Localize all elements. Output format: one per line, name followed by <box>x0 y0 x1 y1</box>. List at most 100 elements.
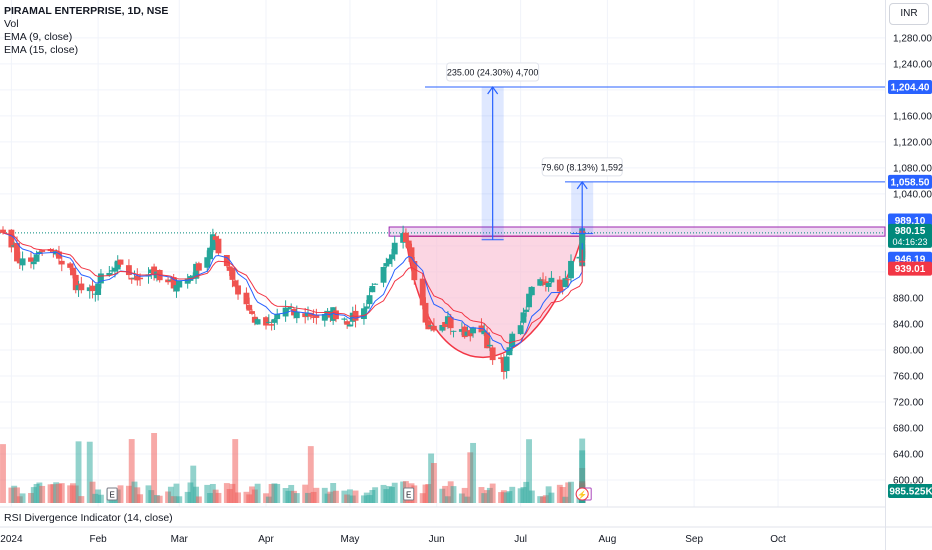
candle-body <box>14 242 20 262</box>
candle-body <box>388 254 395 260</box>
candle-body <box>405 240 412 249</box>
price-tag-1058: 1,058.50 <box>891 177 930 188</box>
y-tick-label: 680.00 <box>893 423 924 434</box>
volume-bar <box>176 496 183 503</box>
volume-tag: 985.525K <box>889 487 932 498</box>
candle-body <box>265 321 272 323</box>
volume-bar <box>19 493 26 503</box>
candle-body <box>58 260 65 265</box>
volume-bar <box>372 487 379 503</box>
candle-body <box>223 254 230 267</box>
y-tick-label: 1,240.00 <box>893 59 932 70</box>
candle-body <box>8 229 15 248</box>
candle-body <box>97 273 104 284</box>
candle-body <box>523 309 530 312</box>
candle-body <box>450 330 457 332</box>
volume-bar <box>193 486 200 503</box>
candle-body <box>254 319 261 325</box>
y-tick-label: 800.00 <box>893 345 924 356</box>
volume-bar <box>215 492 222 503</box>
zone-rect <box>388 226 886 237</box>
y-tick-label: 1,040.00 <box>893 189 932 200</box>
candle-body <box>67 263 74 268</box>
candle-body <box>176 280 183 288</box>
y-tick-label: 1,080.00 <box>893 163 932 174</box>
volume-bar <box>128 439 135 503</box>
candle-body <box>313 314 320 318</box>
candle-body <box>89 285 96 292</box>
volume-bar <box>352 490 359 503</box>
volume-bar <box>254 483 261 503</box>
candle-body <box>484 332 490 349</box>
ema-lines <box>2 232 583 352</box>
legend-vol[interactable]: Vol <box>4 18 19 30</box>
candle-body <box>383 263 390 267</box>
volume-bar <box>0 444 6 503</box>
volume-bar <box>97 494 104 503</box>
candle-body <box>95 283 102 295</box>
candle-body <box>232 280 239 287</box>
volume-bar <box>89 481 96 503</box>
price-measurements[interactable]: 235.00 (24.30%) 4,700 79.60 (8.13%) 1,592 <box>425 62 885 241</box>
time-tick-label: 2024 <box>0 534 23 545</box>
currency-selector[interactable]: INR <box>889 3 929 25</box>
candle-body <box>271 319 278 323</box>
y-tick-label: 720.00 <box>893 397 924 408</box>
earnings-marker <box>106 487 118 501</box>
price-axis[interactable]: 600.00 640.00 680.00 720.00 760.00 800.00 840.… <box>888 33 932 498</box>
volume-bar <box>151 433 158 503</box>
volume-bar <box>58 483 65 503</box>
candle-body <box>30 261 37 265</box>
volume-bar <box>470 442 477 503</box>
candle-body <box>19 258 26 266</box>
volume-bar <box>450 486 457 503</box>
candle-body <box>246 304 253 311</box>
candle-body <box>537 279 544 286</box>
event-markers[interactable]: EEDE⚡ <box>106 487 592 501</box>
time-tick-label: May <box>341 534 360 545</box>
candle-body <box>411 261 418 281</box>
last-price-tag-bg <box>888 223 932 248</box>
candle-body <box>170 277 177 289</box>
volume-bar <box>167 486 174 503</box>
cup-shape <box>405 235 584 358</box>
volume-bar <box>156 495 163 503</box>
candle-body <box>369 286 376 293</box>
volume-bar <box>173 483 180 503</box>
volume-bar <box>313 487 320 503</box>
event-marker-label: E <box>109 491 114 500</box>
cup-and-handle-drawing[interactable] <box>405 235 584 358</box>
rsi-indicator-label[interactable]: RSI Divergence Indicator (14, close) <box>4 512 173 524</box>
volume-bar <box>235 492 241 503</box>
legend-ema15[interactable]: EMA (15, close) <box>4 44 79 56</box>
time-tick-label: Feb <box>90 534 108 545</box>
y-tick-label: 1,160.00 <box>893 111 932 122</box>
volume-bar <box>232 439 239 503</box>
ema15-line <box>2 232 583 344</box>
candle-body <box>442 322 449 328</box>
candle-body <box>419 278 426 306</box>
time-tick-label: Oct <box>770 534 786 545</box>
candle-body <box>526 293 532 308</box>
last-price-tag: 980.15 <box>895 226 926 237</box>
candle-body <box>366 295 373 305</box>
candle-body <box>425 320 432 330</box>
candle-body <box>402 232 409 243</box>
volume-bars <box>0 433 586 503</box>
candle-body <box>347 324 353 327</box>
resistance-zone[interactable] <box>0 226 886 237</box>
time-tick-label: Jul <box>514 534 527 545</box>
candle-body <box>344 321 351 325</box>
volume-bar <box>117 485 124 503</box>
legend-ema9[interactable]: EMA (9, close) <box>4 31 73 43</box>
candle-body <box>439 325 446 331</box>
candle-body <box>268 324 275 326</box>
y-tick-label: 880.00 <box>893 293 924 304</box>
symbol-title[interactable]: PIRAMAL ENTERPRISE, 1D, NSE <box>4 5 169 17</box>
volume-bar <box>190 465 197 503</box>
time-axis[interactable]: 2024 Feb Mar Apr May Jun Jul Aug Sep Oct <box>0 534 786 545</box>
candle-body <box>78 283 85 291</box>
candle-body <box>39 250 46 252</box>
candle-body <box>341 318 348 320</box>
